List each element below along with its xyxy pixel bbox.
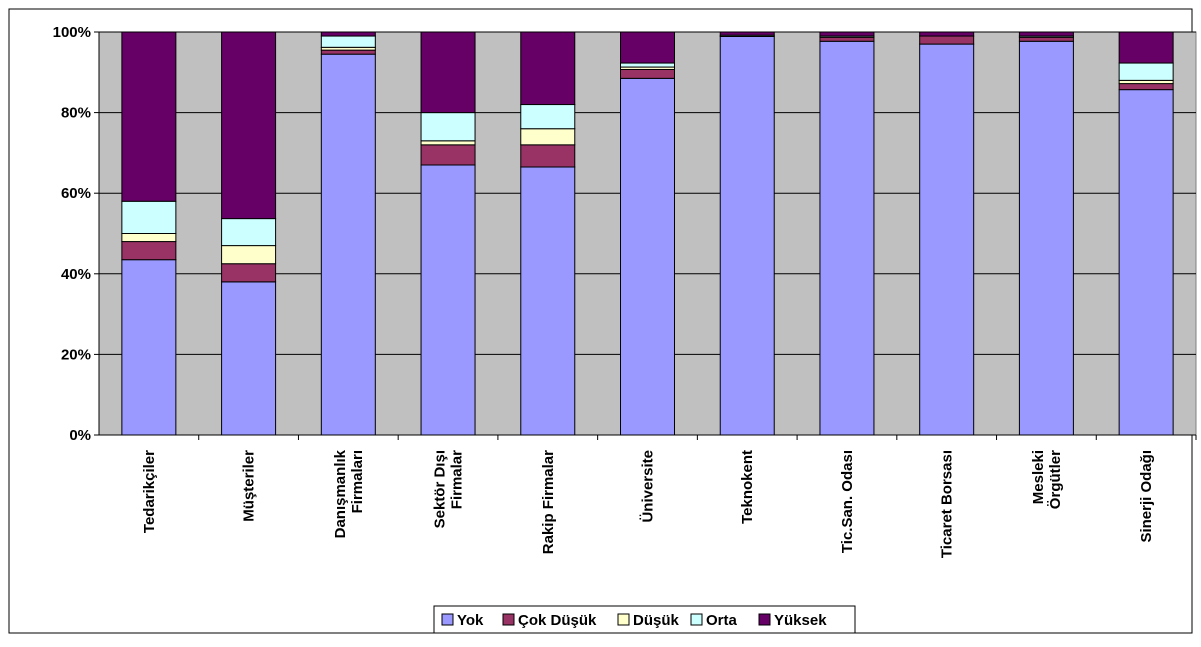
x-tick-label: Tedarikçiler [141,450,158,533]
bar-segment [420,112,476,142]
bar-segment [320,31,376,37]
legend-label: Düşük [633,612,680,629]
bar-segment [919,43,975,436]
bar-segment [620,62,675,68]
legend-swatch [441,613,454,626]
y-tick-label: 0% [69,427,91,444]
x-tick-label: Rakip Firmalar [540,450,557,554]
bar-segment [1018,36,1074,42]
legend-label: Çok Düşük [518,612,597,629]
x-tick-label: DanışmanlıkFirmaları [332,449,366,538]
bar-segment [1118,83,1174,91]
y-tick-label: 20% [61,346,91,363]
y-tick-label: 60% [61,185,91,202]
bar-segment [520,166,576,436]
bar-segment [420,144,476,166]
x-tick-label: Sektör DışıFirmalar [432,450,466,529]
bar-segment [221,245,277,265]
bar-segment [520,104,576,130]
bar-segment [121,31,177,202]
bar-segment [520,31,576,106]
legend-label: Yok [457,612,484,629]
bar-segment [819,36,875,42]
x-tick-label: Ticaret Borsası [939,450,956,558]
bar-segment [320,35,376,48]
y-tick-label: 80% [61,105,91,122]
bar-segment [121,241,177,261]
bar-segment [620,31,675,64]
x-tick-label: Tic.San. Odası [839,450,856,553]
bar-segment [420,31,476,114]
bar-segment [620,77,675,436]
bar-segment [1018,31,1074,37]
bar-segment [121,200,177,234]
bar-segment [420,140,476,146]
bar-segment [1118,31,1174,64]
bar-segment [819,31,875,37]
bar-segment [420,164,476,436]
bar-segment [1018,40,1074,436]
legend-label: Orta [706,612,738,629]
bar-segment [719,31,775,36]
bar-segment [121,259,177,436]
legend-label: Yüksek [774,612,827,629]
bar-segment [620,68,675,79]
bar-segment [1118,89,1174,436]
bar-segment [221,218,277,247]
bar-segment [520,128,576,146]
y-tick-label: 100% [53,24,91,41]
legend-swatch [690,613,703,626]
bar-segment [919,35,975,45]
x-tick-label: Sinerji Odağı [1138,450,1155,543]
x-tick-label: Teknokent [739,450,756,524]
bar-segment [520,144,576,168]
bar-segment [221,281,277,436]
y-tick-label: 40% [61,266,91,283]
legend-swatch [617,613,630,626]
legend-swatch [502,613,515,626]
bar-segment [221,31,277,220]
legend-swatch [758,613,771,626]
bar-segment [320,49,376,55]
bar-segment [221,263,277,283]
bar-segment [919,31,975,37]
x-tick-label: MeslekiÖrgütler [1030,450,1064,509]
x-tick-label: Üniversite [640,450,657,523]
bar-segment [719,35,775,436]
x-tick-label: Müşteriler [241,450,258,522]
bar-segment [320,53,376,436]
bar-segment [819,40,875,436]
bar-segment [1118,62,1174,81]
bar-segment [121,233,177,243]
